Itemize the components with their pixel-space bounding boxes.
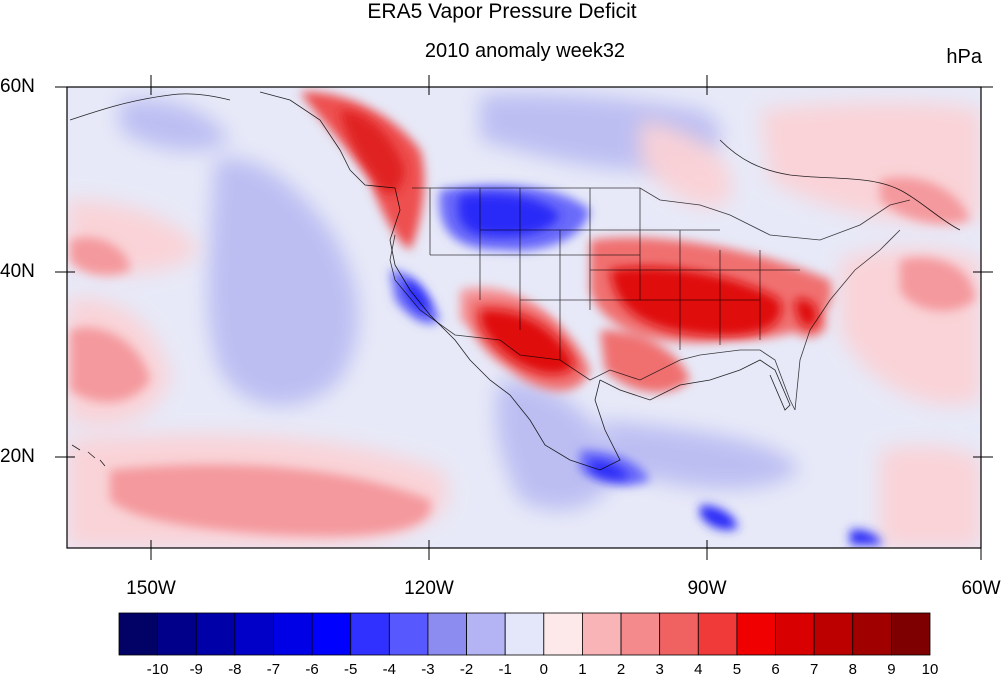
chart-subtitle: 2010 anomaly week32 [424,40,626,62]
colorbar-tick-label: -3 [421,661,435,678]
colorbar-box [195,612,236,656]
colorbar-box [311,612,352,656]
colorbar-box [813,612,854,656]
chart-title: ERA5 Vapor Pressure Deficit [367,0,637,23]
colorbar-tick-label: 4 [694,661,703,678]
colorbar-box [157,612,197,656]
lat-label-40n: 40N [0,261,35,282]
colorbar-tick-label: -2 [459,661,474,678]
colorbar-box [543,612,583,656]
colorbar-tick-label: 3 [655,661,664,678]
colorbar-box [620,612,661,656]
colorbar-tick-label: 5 [732,661,742,678]
inner-ticks [67,87,981,548]
colorbar-tick-label: 10 [921,661,939,678]
colorbar-box [388,612,429,656]
colorbar-box [466,612,506,656]
political-borders [389,187,911,411]
colorbar-tick-label: 7 [809,661,819,678]
colorbar-tick-label: -9 [189,661,203,678]
colorbar-box [273,612,313,656]
coastlines [69,91,961,471]
lat-label-60n: 60N [0,76,35,97]
colorbar-box [697,612,738,656]
colorbar-box [118,612,159,656]
colorbar-tick-label: -1 [498,661,512,678]
colorbar-box [890,612,931,656]
colorbar-tick-label: -7 [266,661,281,678]
colorbar-tick-label: 1 [578,661,587,678]
lon-label-120w: 120W [404,578,454,599]
colorbar-tick-label: -6 [305,661,319,678]
lon-label-150w: 150W [126,578,176,599]
colorbar-box [736,612,776,656]
colorbar-tick-label: 6 [771,661,780,678]
colorbar-box [659,612,699,656]
colorbar-tick-label: -5 [344,661,358,678]
colorbar-box [582,612,622,656]
colorbar-box [350,612,390,656]
lat-label-20n: 20N [0,446,35,467]
colorbar-tick-label: 9 [887,661,896,678]
outer-ticks [55,75,993,560]
colorbar-box [775,612,815,656]
lon-label-60w: 60W [961,578,1001,599]
anomaly-field [67,87,981,548]
units-label: hPa [946,46,982,68]
colorbar-box [852,612,892,656]
colorbar-box [234,612,274,656]
map-frame [66,86,982,549]
colorbar-tick-label: -4 [382,661,396,678]
colorbar-tick-label: -8 [228,661,242,678]
colorbar-tick-label: 0 [539,661,548,678]
colorbar-box [504,612,545,656]
colorbar-tick-label: 8 [848,661,857,678]
colorbar-box [427,612,467,656]
lon-label-90w: 90W [687,578,727,599]
colorbar-tick-label: -10 [146,661,169,678]
colorbar [118,612,931,656]
colorbar-tick-label: 2 [616,661,626,678]
